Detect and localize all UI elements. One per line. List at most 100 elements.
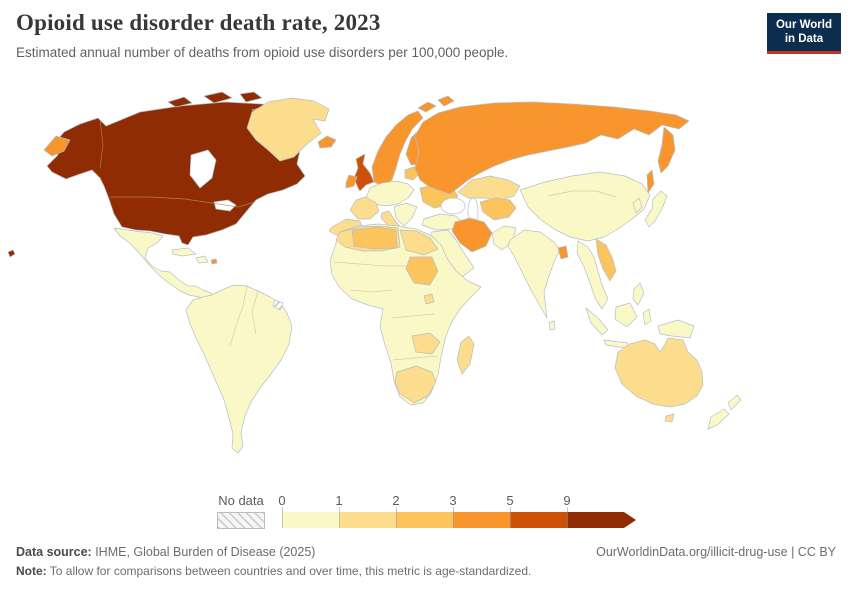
chart-subtitle: Estimated annual number of deaths from o… — [16, 45, 509, 60]
region-new-zealand-north[interactable] — [727, 394, 742, 411]
legend-tick-line-1 — [339, 507, 340, 528]
note-line: Note: To allow for comparisons between c… — [16, 564, 531, 578]
owid-logo-line2: in Data — [784, 33, 824, 46]
legend-bin-0[interactable] — [282, 512, 339, 528]
legend-tick-2: 2 — [392, 493, 400, 508]
region-united-states-canada[interactable] — [46, 101, 306, 246]
region-greenland[interactable] — [246, 97, 330, 162]
legend-bin-4[interactable] — [510, 512, 567, 528]
data-source-label: Data source: — [16, 545, 92, 559]
region-sakhalin[interactable] — [646, 169, 655, 194]
region-australia[interactable] — [614, 337, 704, 408]
region-canadian-arctic-island-2[interactable] — [203, 91, 233, 104]
legend-tick-line-0 — [282, 507, 283, 528]
region-algeria-libya[interactable] — [351, 226, 398, 250]
black-sea-water — [440, 197, 466, 215]
legend-tick-line-5 — [567, 507, 568, 528]
region-central-europe[interactable] — [365, 180, 415, 207]
owid-logo[interactable]: Our World in Data — [766, 13, 841, 54]
region-se-asia-mainland[interactable] — [576, 240, 609, 310]
chart-footer: Data source: IHME, Global Burden of Dise… — [16, 545, 836, 578]
region-united-kingdom[interactable] — [353, 153, 375, 192]
legend-tick-line-3 — [453, 507, 454, 528]
region-scandinavia[interactable] — [371, 110, 424, 187]
region-new-zealand-south[interactable] — [707, 408, 730, 430]
region-south-america[interactable] — [185, 284, 293, 454]
region-kamchatka[interactable] — [657, 126, 676, 174]
region-egypt[interactable] — [399, 229, 439, 256]
legend-arrow-cap — [624, 512, 636, 528]
legend-tick-5: 9 — [563, 493, 571, 508]
region-africa[interactable] — [329, 223, 482, 406]
region-zambia[interactable] — [411, 332, 441, 355]
legend-bin-1[interactable] — [339, 512, 396, 528]
legend-color-bar — [282, 512, 624, 528]
data-source-line: Data source: IHME, Global Burden of Dise… — [16, 545, 315, 559]
region-puerto-rico[interactable] — [210, 258, 218, 265]
region-sumatra[interactable] — [585, 307, 609, 336]
legend-tick-0: 0 — [278, 493, 286, 508]
region-madagascar[interactable] — [456, 335, 475, 375]
region-french-guiana-no-data[interactable] — [272, 299, 284, 311]
africa-borders — [333, 261, 439, 361]
region-borneo[interactable] — [614, 302, 638, 328]
region-bangladesh[interactable] — [557, 245, 569, 260]
legend-tick-line-4 — [510, 507, 511, 528]
note-text: To allow for comparisons between countri… — [46, 564, 532, 578]
south-america-borders — [229, 285, 259, 347]
region-france[interactable] — [349, 196, 380, 220]
legend-color-scale: 0 1 2 3 5 9 — [278, 493, 647, 530]
region-hawaii[interactable] — [7, 249, 16, 258]
mongolia-border — [547, 190, 617, 198]
great-lakes-water — [213, 199, 237, 212]
region-south-africa[interactable] — [394, 365, 437, 404]
legend-bin-2[interactable] — [396, 512, 453, 528]
region-india[interactable] — [507, 229, 561, 319]
note-label: Note: — [16, 564, 47, 578]
region-svalbard[interactable] — [417, 101, 437, 113]
owid-logo-line1: Our World — [775, 19, 832, 31]
legend-tick-4: 5 — [506, 493, 514, 508]
region-canadian-arctic-island-1[interactable] — [167, 96, 193, 108]
region-java[interactable] — [603, 339, 629, 349]
alaska-canada-border — [99, 119, 104, 169]
region-vietnam[interactable] — [595, 238, 617, 282]
legend-bin-3[interactable] — [453, 512, 510, 528]
no-data-hatch-swatch[interactable] — [217, 512, 265, 529]
region-sri-lanka[interactable] — [548, 320, 556, 331]
region-balkans[interactable] — [393, 202, 418, 227]
region-uganda[interactable] — [423, 293, 435, 305]
region-russia[interactable] — [414, 101, 690, 195]
legend-bin-5[interactable] — [567, 512, 624, 528]
chart-header: Opioid use disorder death rate, 2023 Est… — [16, 10, 756, 60]
region-philippines[interactable] — [632, 282, 645, 306]
region-new-guinea[interactable] — [657, 319, 695, 339]
region-ireland[interactable] — [345, 174, 358, 189]
legend-tick-line-2 — [396, 507, 397, 528]
region-korea[interactable] — [632, 197, 643, 214]
region-sulawesi[interactable] — [642, 308, 652, 326]
region-kazakhstan[interactable] — [457, 175, 521, 201]
region-iran[interactable] — [451, 217, 493, 253]
region-tasmania[interactable] — [664, 413, 675, 423]
region-novaya-zemlya[interactable] — [437, 95, 455, 107]
region-japan[interactable] — [644, 190, 668, 228]
region-central-asia[interactable] — [479, 197, 517, 221]
region-canadian-arctic-island-3[interactable] — [239, 91, 263, 103]
data-source-text: IHME, Global Burden of Disease (2025) — [91, 545, 316, 559]
us-canada-border — [110, 196, 256, 208]
hudson-bay-water — [189, 149, 217, 189]
region-hispaniola[interactable] — [195, 255, 209, 264]
legend-tick-1: 1 — [335, 493, 343, 508]
legend-no-data-label: No data — [218, 493, 264, 508]
region-iceland[interactable] — [317, 135, 337, 149]
rights-link[interactable]: OurWorldinData.org/illicit-drug-use | CC… — [596, 545, 836, 559]
legend-no-data[interactable]: No data — [217, 494, 265, 529]
region-sudan[interactable] — [405, 256, 439, 286]
page-title: Opioid use disorder death rate, 2023 — [16, 10, 381, 35]
region-mexico-central-america[interactable] — [113, 227, 215, 301]
region-china[interactable] — [519, 171, 651, 242]
region-chukotka[interactable] — [43, 135, 71, 157]
region-cuba[interactable] — [171, 247, 197, 257]
